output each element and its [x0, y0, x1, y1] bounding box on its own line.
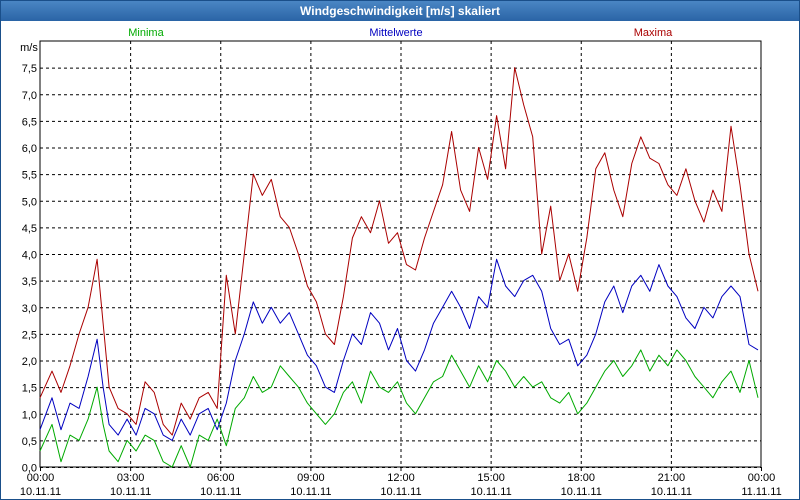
y-tick-label: 7,0: [22, 90, 37, 102]
series-lines: [39, 67, 759, 468]
y-tick-label: 6,5: [22, 116, 37, 128]
y-tick-label: 7,5: [22, 63, 37, 75]
x-tick-time: 00:00: [748, 472, 776, 484]
y-tick-label: 3,5: [22, 276, 37, 288]
x-tick-date: 10.11.11: [290, 486, 331, 498]
x-tick-time: 06:00: [207, 472, 235, 484]
x-tick-time: 18:00: [567, 472, 595, 484]
y-tick-label: 4,5: [22, 223, 37, 235]
x-tick-time: 15:00: [477, 472, 505, 484]
y-tick-label: 5,5: [22, 170, 37, 182]
y-tick-label: 1,0: [22, 409, 37, 421]
x-axis-ticks: 00:00 10.11.11 03:00 10.11.11 06:00 10.11.11 0…: [20, 467, 782, 498]
legend-maxima: Maxima: [634, 27, 673, 39]
x-tick-date: 10.11.11: [561, 486, 602, 498]
x-tick-time: 00:00: [27, 472, 55, 484]
x-tick-date: 10.11.11: [651, 486, 692, 498]
series-line-maxima: [39, 67, 759, 436]
y-tick-label: 1,5: [22, 383, 37, 395]
y-tick-label: 2,5: [22, 329, 37, 341]
x-tick-time: 03:00: [117, 472, 145, 484]
y-tick-label: 3,0: [22, 303, 37, 315]
x-tick-date: 10.11.11: [471, 486, 512, 498]
x-tick-time: 12:00: [387, 472, 415, 484]
legend-minima: Minima: [128, 27, 164, 39]
y-tick-label: 5,0: [22, 196, 37, 208]
y-axis-label: m/s: [20, 42, 38, 54]
grid-lines: [39, 40, 762, 468]
y-tick-label: 4,0: [22, 250, 37, 262]
chart-title: Windgeschwindigkeit [m/s] skaliert: [1, 1, 799, 21]
series-line-minima: [39, 349, 759, 468]
y-tick-label: 0,0: [22, 463, 37, 475]
series-line-mittelwerte: [39, 258, 759, 441]
x-tick-date: 11.11.11: [741, 486, 781, 498]
x-tick-time: 21:00: [658, 472, 686, 484]
x-tick-date: 10.11.11: [200, 486, 241, 498]
x-tick-date: 10.11.11: [380, 486, 421, 498]
y-axis-ticks: 0,0 0,5 1,0 1,5 2,0 2,5 3,0 3,5 4,0 4,5 5,0 5,5 6,0 6…: [22, 63, 37, 474]
x-tick-date: 10.11.11: [20, 486, 61, 498]
y-tick-label: 6,0: [22, 143, 37, 155]
y-tick-label: 2,0: [22, 356, 37, 368]
legend-mittelwerte: Mittelwerte: [369, 27, 422, 39]
x-tick-time: 09:00: [297, 472, 325, 484]
y-tick-label: 0,5: [22, 436, 37, 448]
x-tick-date: 10.11.11: [110, 486, 151, 498]
